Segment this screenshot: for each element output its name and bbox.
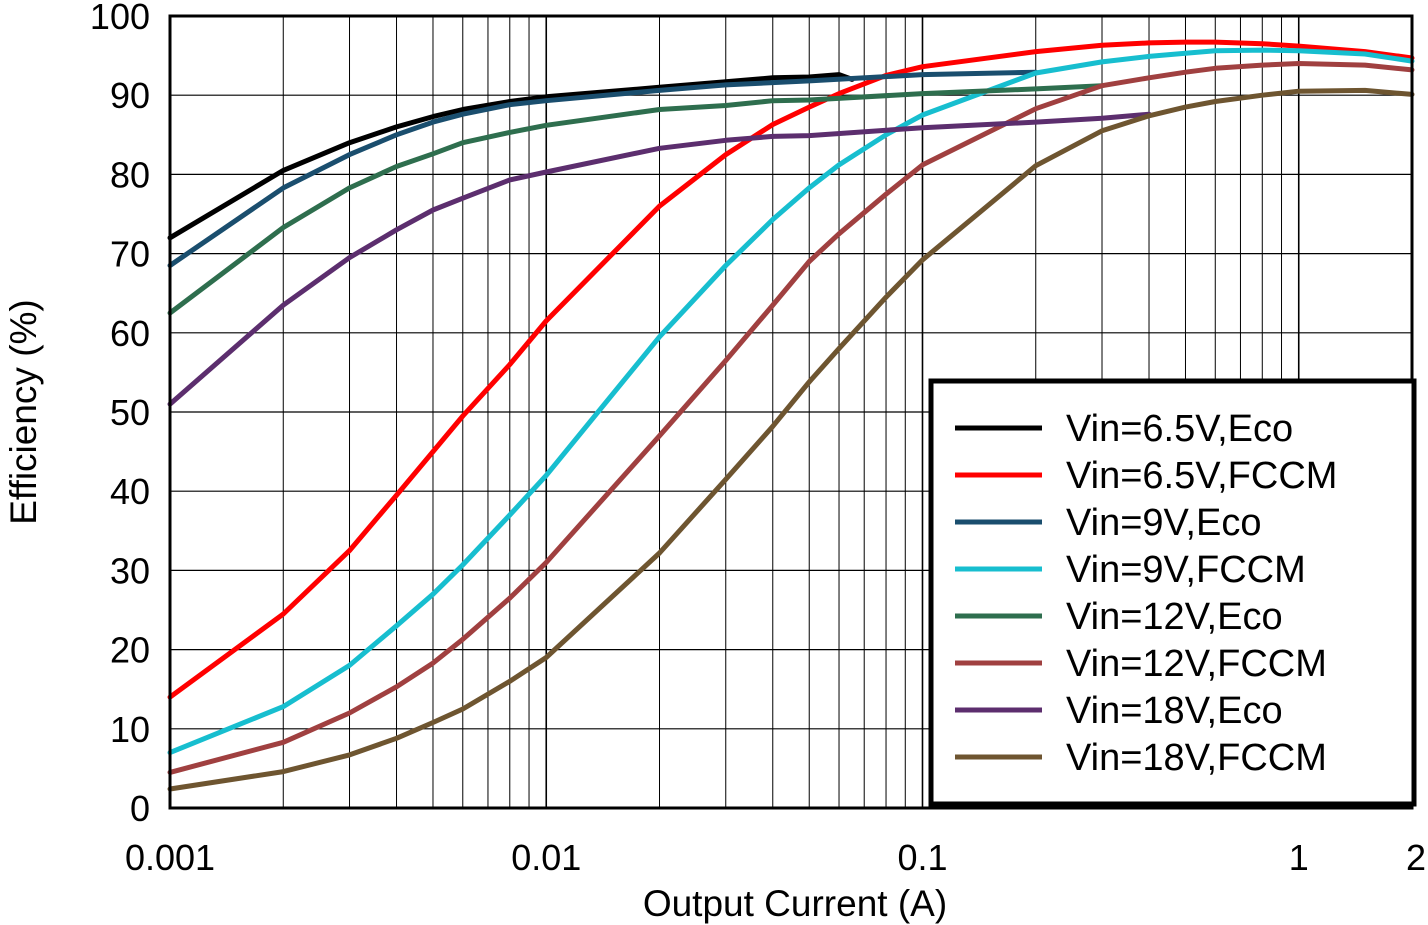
legend: Vin=6.5V,Eco Vin=6.5V,FCCM Vin=9V,Eco Vin=9… bbox=[928, 378, 1417, 807]
x-tick-label: 1 bbox=[1289, 837, 1309, 878]
series-line bbox=[167, 111, 1152, 407]
x-tick-labels: 0.001 0.01 0.1 1 2 bbox=[125, 837, 1426, 878]
y-tick-label: 20 bbox=[110, 630, 150, 671]
y-tick-label: 10 bbox=[110, 709, 150, 750]
series-line bbox=[167, 69, 1039, 268]
y-tick-label: 70 bbox=[110, 234, 150, 275]
y-tick-labels: 0 10 20 30 40 50 60 70 80 90 100 bbox=[90, 0, 150, 829]
x-tick-label: 0.01 bbox=[511, 837, 581, 878]
x-tick-label: 2 bbox=[1406, 837, 1426, 878]
series-line bbox=[167, 72, 855, 241]
x-tick-label: 0.001 bbox=[125, 837, 215, 878]
legend-label: Vin=6.5V,FCCM bbox=[1066, 455, 1337, 497]
y-tick-label: 100 bbox=[90, 0, 150, 37]
legend-label: Vin=6.5V,Eco bbox=[1066, 408, 1293, 450]
legend-label: Vin=12V,FCCM bbox=[1066, 643, 1327, 685]
y-tick-label: 80 bbox=[110, 154, 150, 195]
y-axis-title: Efficiency (%) bbox=[3, 299, 44, 525]
legend-label: Vin=9V,FCCM bbox=[1066, 549, 1306, 591]
legend-label: Vin=12V,Eco bbox=[1066, 596, 1283, 638]
x-axis-title: Output Current (A) bbox=[643, 883, 947, 924]
y-tick-label: 60 bbox=[110, 313, 150, 354]
y-tick-label: 0 bbox=[130, 788, 150, 829]
series-line bbox=[167, 47, 1415, 756]
series-line bbox=[167, 61, 1415, 775]
series-line bbox=[167, 87, 1415, 792]
y-tick-label: 90 bbox=[110, 75, 150, 116]
x-tick-label: 0.1 bbox=[897, 837, 947, 878]
y-tick-label: 30 bbox=[110, 550, 150, 591]
legend-label: Vin=18V,FCCM bbox=[1066, 737, 1327, 779]
y-tick-label: 40 bbox=[110, 471, 150, 512]
legend-label: Vin=9V,Eco bbox=[1066, 502, 1261, 544]
series-lines bbox=[167, 39, 1415, 792]
legend-label: Vin=18V,Eco bbox=[1066, 690, 1283, 732]
legend-box bbox=[928, 378, 1417, 807]
series-line bbox=[167, 83, 1105, 316]
y-tick-label: 50 bbox=[110, 392, 150, 433]
